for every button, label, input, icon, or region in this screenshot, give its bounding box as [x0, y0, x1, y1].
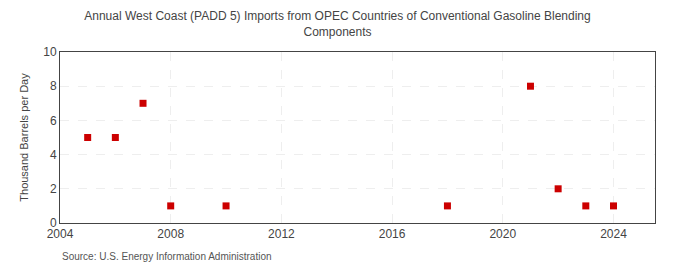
- svg-text:2020: 2020: [489, 227, 516, 241]
- svg-text:2: 2: [50, 182, 57, 196]
- svg-text:2004: 2004: [47, 227, 74, 241]
- svg-text:8: 8: [50, 79, 57, 93]
- svg-text:Annual West Coast (PADD 5) Imp: Annual West Coast (PADD 5) Imports from …: [84, 9, 590, 39]
- svg-text:6: 6: [50, 114, 57, 128]
- svg-text:2024: 2024: [600, 227, 627, 241]
- svg-text:2016: 2016: [379, 227, 406, 241]
- svg-text:2012: 2012: [268, 227, 295, 241]
- svg-text:Thousand Barrels per Day: Thousand Barrels per Day: [18, 73, 30, 202]
- svg-text:2008: 2008: [157, 227, 184, 241]
- svg-text:4: 4: [50, 148, 57, 162]
- svg-text:10: 10: [43, 45, 57, 59]
- svg-text:0: 0: [50, 216, 57, 230]
- svg-text:Source: U.S. Energy Informatio: Source: U.S. Energy Information Administ…: [62, 251, 272, 262]
